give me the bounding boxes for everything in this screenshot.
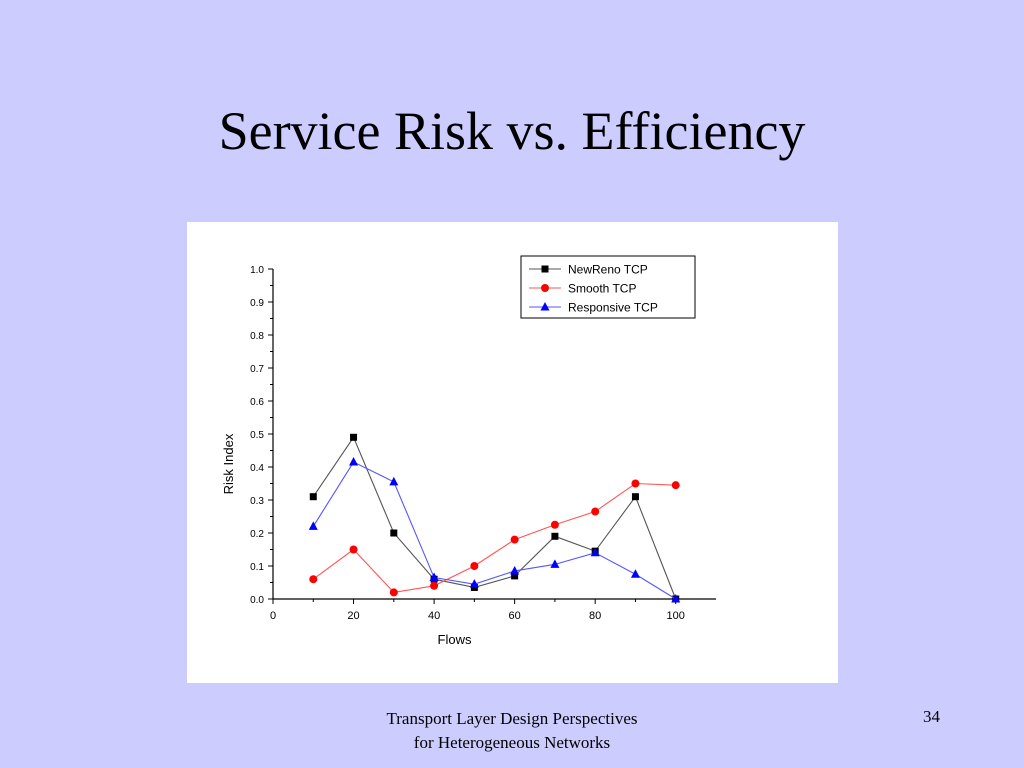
data-point [671, 481, 680, 490]
legend-label: Responsive TCP [568, 301, 658, 315]
x-tick-label: 40 [428, 610, 440, 622]
data-point [631, 479, 640, 488]
data-point [349, 457, 359, 466]
x-tick-label: 20 [347, 610, 359, 622]
data-point [429, 572, 439, 582]
data-point [389, 476, 399, 486]
data-point [389, 588, 398, 597]
y-tick-label: 0.2 [250, 529, 264, 540]
data-point [550, 559, 560, 568]
x-tick-label: 80 [589, 610, 601, 622]
data-point [591, 507, 600, 516]
footer-line-2: for Heterogeneous Networks [413, 733, 611, 752]
legend-label: NewReno TCP [568, 263, 648, 277]
axes: 0 20 40 60 80 100 0.0 0.1 0.2 0.3 0.4 0.5 0.6 0.7 0.8 0… [221, 265, 716, 647]
data-point [470, 562, 479, 570]
data-point [349, 545, 358, 554]
slide-title: Service Risk vs. Efficiency [218, 101, 806, 161]
x-axis-label: Flows [438, 632, 472, 647]
y-tick-label: 0.1 [250, 562, 264, 573]
y-tick-label: 0.9 [250, 298, 264, 309]
data-point [551, 532, 559, 540]
data-point [350, 433, 358, 441]
risk-index-chart: 0 20 40 60 80 100 0.0 0.1 0.2 0.3 0.4 0.5 0.6 0.7 0.8 0… [221, 255, 716, 647]
legend-box [520, 255, 696, 319]
x-tick-label: 60 [509, 610, 521, 622]
data-point [308, 521, 318, 530]
y-tick-label: 0.8 [250, 331, 264, 342]
legend-marker [541, 265, 549, 273]
legend-label: Smooth TCP [568, 282, 636, 296]
x-tick-label: 0 [270, 610, 276, 622]
y-tick-label: 0.4 [250, 463, 264, 474]
series-responsive-tcp [308, 457, 681, 603]
chart-panel: 0 20 40 60 80 100 0.0 0.1 0.2 0.3 0.4 0.5 0.6 0.7 0.8 0… [187, 222, 838, 683]
legend-marker [541, 284, 549, 292]
y-tick-label: 0.7 [250, 364, 264, 375]
series-line [312, 482, 676, 593]
y-tick-label: 1.0 [250, 265, 264, 276]
series-line [312, 461, 677, 600]
series-line [312, 436, 677, 600]
data-point [671, 594, 681, 603]
data-point [510, 565, 520, 575]
y-tick-label: 0.5 [250, 430, 264, 441]
slide-number: 34 [923, 707, 940, 726]
y-tick-label: 0.3 [250, 496, 264, 507]
series-layer [308, 433, 681, 603]
data-point [630, 569, 640, 578]
data-point [469, 579, 479, 588]
data-point [309, 493, 317, 501]
data-point [430, 581, 439, 590]
legend-marker [540, 302, 550, 311]
y-tick-label: 0.0 [250, 595, 264, 606]
legend: NewReno TCP Smooth TCP Responsive TCP [520, 255, 696, 319]
footer-text: Transport Layer Design Perspectives for … [312, 707, 712, 755]
series-smooth-tcp [309, 479, 680, 597]
data-point [309, 575, 318, 584]
data-point [390, 529, 398, 537]
data-point [590, 547, 600, 557]
x-tick-label: 100 [667, 610, 685, 622]
data-point [550, 520, 559, 529]
y-axis-label: Risk Index [221, 433, 236, 494]
data-point [510, 535, 519, 544]
data-point [631, 493, 639, 501]
footer-line-1: Transport Layer Design Perspectives [386, 709, 638, 728]
data-point [511, 572, 519, 580]
y-tick-label: 0.6 [250, 397, 264, 408]
